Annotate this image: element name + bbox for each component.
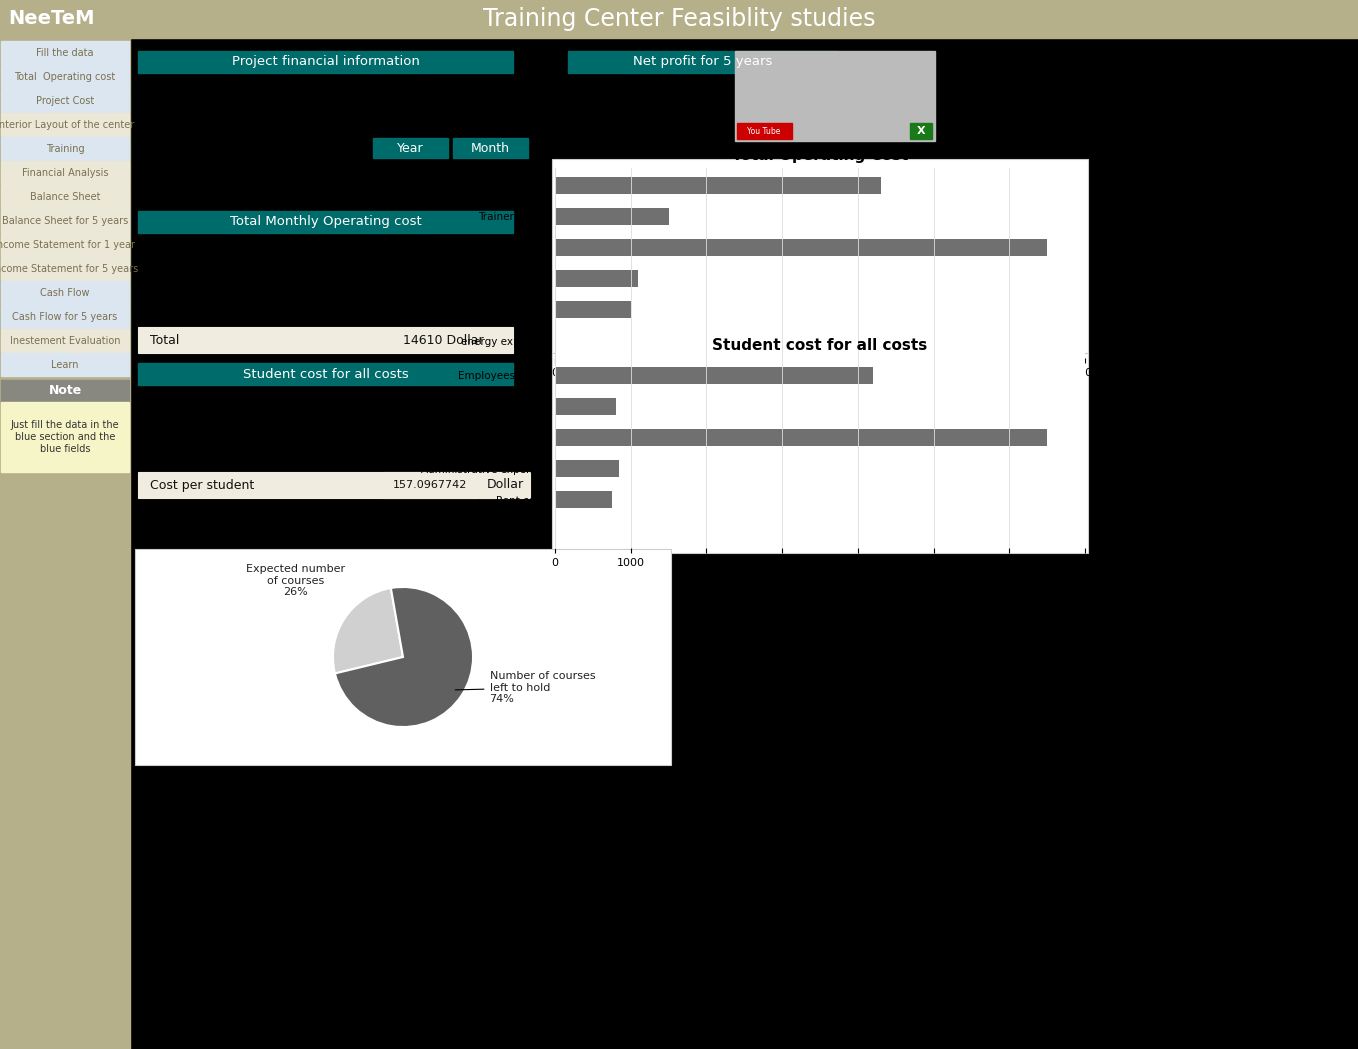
Title: Available and occupied courses: Available and occupied courses xyxy=(257,527,550,544)
Bar xyxy=(910,123,932,140)
Bar xyxy=(1,137,129,160)
Text: Inestement Evaluation: Inestement Evaluation xyxy=(10,336,121,345)
Text: Note: Note xyxy=(49,385,81,398)
Text: Month: Month xyxy=(471,142,511,154)
Text: Income Statement for 5 years: Income Statement for 5 years xyxy=(0,263,139,274)
Title: Student cost for all costs: Student cost for all costs xyxy=(713,338,928,352)
Text: Project financial information: Project financial information xyxy=(232,56,420,68)
Text: Project Cost: Project Cost xyxy=(35,95,94,106)
Bar xyxy=(1,354,129,376)
Bar xyxy=(555,239,1047,256)
Text: Interior Layout of the center: Interior Layout of the center xyxy=(0,120,134,129)
Bar xyxy=(555,461,619,477)
Text: Number of courses
left to hold
74%: Number of courses left to hold 74% xyxy=(455,671,595,704)
Text: Cost per student: Cost per student xyxy=(149,478,254,492)
Text: Total  Operating cost: Total Operating cost xyxy=(15,71,115,82)
Bar xyxy=(1,209,129,232)
Bar xyxy=(1,305,129,328)
Text: Total Monthly Operating cost: Total Monthly Operating cost xyxy=(230,215,421,229)
Text: Income Statement for 1 year: Income Statement for 1 year xyxy=(0,239,136,250)
Bar xyxy=(555,491,612,509)
Text: Just fill the data in the
blue section and the
blue fields: Just fill the data in the blue section a… xyxy=(11,421,120,453)
Text: Learn: Learn xyxy=(52,360,79,369)
Text: Training: Training xyxy=(46,144,84,153)
Wedge shape xyxy=(333,588,403,673)
Bar xyxy=(1,113,129,136)
Bar xyxy=(555,208,668,224)
Bar xyxy=(0,0,1358,38)
Bar xyxy=(1,281,129,304)
Text: Student cost for all costs: Student cost for all costs xyxy=(243,367,409,381)
Bar xyxy=(1,65,129,88)
Text: X: X xyxy=(917,126,925,136)
Text: 157.0967742: 157.0967742 xyxy=(394,480,467,490)
Text: Balance Sheet: Balance Sheet xyxy=(30,192,100,201)
Bar xyxy=(0,38,130,1049)
Bar xyxy=(454,138,528,158)
Bar xyxy=(1,329,129,352)
Bar xyxy=(1,185,129,208)
Text: You Tube: You Tube xyxy=(747,127,781,135)
Bar xyxy=(555,398,615,414)
Text: Fill the data: Fill the data xyxy=(37,47,94,58)
Bar xyxy=(555,270,638,287)
Bar xyxy=(568,51,838,73)
Bar xyxy=(383,472,478,498)
Text: Cash Flow: Cash Flow xyxy=(41,287,90,298)
Bar xyxy=(555,367,873,384)
Text: Year: Year xyxy=(397,142,424,154)
Text: Net profit for 5 years: Net profit for 5 years xyxy=(633,56,773,68)
Bar xyxy=(1,89,129,112)
Bar xyxy=(1,160,129,184)
Text: Balance Sheet for 5 years: Balance Sheet for 5 years xyxy=(1,215,128,226)
Bar xyxy=(555,176,880,194)
Bar xyxy=(1,233,129,256)
Bar xyxy=(1,380,129,402)
Bar xyxy=(555,301,630,318)
Bar xyxy=(555,429,1047,446)
Title: Total Operating Cost: Total Operating Cost xyxy=(732,148,909,163)
Bar xyxy=(735,51,936,141)
Text: Cash Flow for 5 years: Cash Flow for 5 years xyxy=(12,312,118,321)
Bar xyxy=(1,257,129,280)
Text: Financial Analysis: Financial Analysis xyxy=(22,168,109,177)
Bar xyxy=(139,51,513,73)
Bar xyxy=(139,472,513,498)
Text: NeeTeM: NeeTeM xyxy=(8,9,95,28)
Bar xyxy=(737,123,792,140)
Text: Training Center Feasiblity studies: Training Center Feasiblity studies xyxy=(482,7,876,31)
Bar xyxy=(139,363,513,385)
Bar xyxy=(1,41,129,64)
Bar xyxy=(139,327,513,354)
Bar xyxy=(139,211,513,233)
Text: Total: Total xyxy=(149,334,179,346)
Bar xyxy=(373,138,448,158)
Bar xyxy=(479,472,530,498)
Bar xyxy=(1,402,129,472)
Wedge shape xyxy=(335,587,473,727)
Text: Dollar: Dollar xyxy=(486,478,524,492)
Text: 14610 Dollar: 14610 Dollar xyxy=(403,334,483,346)
Text: Expected number
of courses
26%: Expected number of courses 26% xyxy=(246,564,345,597)
